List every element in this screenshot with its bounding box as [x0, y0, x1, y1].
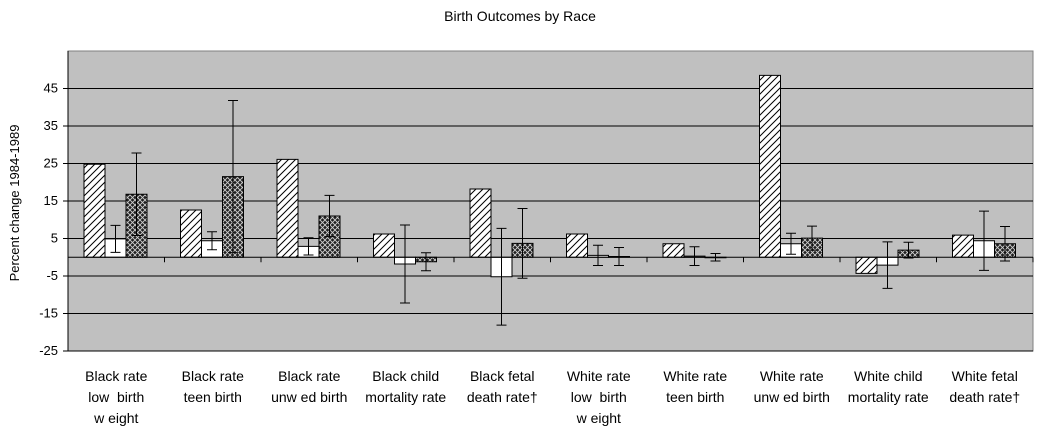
category-label: White child — [854, 368, 922, 384]
bar-diagonal — [276, 158, 299, 258]
category-label: low birth — [571, 389, 627, 405]
category-label: Black fetal — [470, 368, 535, 384]
y-tick-label: 5 — [51, 231, 58, 246]
category-label: White rate — [663, 368, 727, 384]
bar-diagonal — [566, 233, 588, 258]
category-label: teen birth — [184, 389, 242, 405]
category-label: w eight — [576, 410, 621, 426]
category-label: unw ed birth — [271, 389, 347, 405]
category-label: low birth — [88, 389, 144, 405]
y-tick-label: 45 — [44, 81, 58, 96]
y-tick-label: 15 — [44, 193, 58, 208]
y-tick-label: -5 — [46, 268, 58, 283]
category-label: unw ed birth — [754, 389, 830, 405]
category-label: White rate — [567, 368, 631, 384]
bar-diagonal — [373, 233, 395, 258]
category-label: White rate — [760, 368, 824, 384]
axes — [63, 51, 1034, 352]
bar-diagonal — [469, 188, 492, 258]
y-tick-labels: 45 35 25 15 5 -5 -15 -25 — [39, 81, 58, 359]
category-label: death rate† — [467, 389, 538, 405]
chart-title: Birth Outcomes by Race — [444, 8, 596, 24]
category-label: Black child — [372, 368, 439, 384]
bar-diagonal — [952, 234, 974, 258]
bar-diagonal — [855, 256, 878, 274]
category-label: Black rate — [85, 368, 147, 384]
y-tick-label: -15 — [39, 306, 58, 321]
category-label: teen birth — [666, 389, 724, 405]
bar-diagonal — [180, 209, 202, 258]
bar-diagonal — [662, 243, 685, 258]
category-labels: Black rate low birth w eight Black rate teen… — [85, 368, 1020, 426]
bar-diagonal — [83, 163, 106, 258]
y-tick-label: 35 — [44, 118, 58, 133]
y-tick-label: 25 — [44, 156, 58, 171]
category-label: death rate† — [949, 389, 1020, 405]
bar-diagonal — [759, 74, 781, 258]
y-axis-label: Percent change 1984-1989 — [7, 125, 22, 282]
category-label: mortality rate — [365, 389, 446, 405]
category-label: Black rate — [278, 368, 340, 384]
bars — [83, 74, 1016, 326]
category-label: mortality rate — [848, 389, 929, 405]
category-label: Black rate — [182, 368, 244, 384]
category-label: White fetal — [952, 368, 1018, 384]
category-label: w eight — [93, 410, 138, 426]
y-tick-label: -25 — [39, 343, 58, 358]
